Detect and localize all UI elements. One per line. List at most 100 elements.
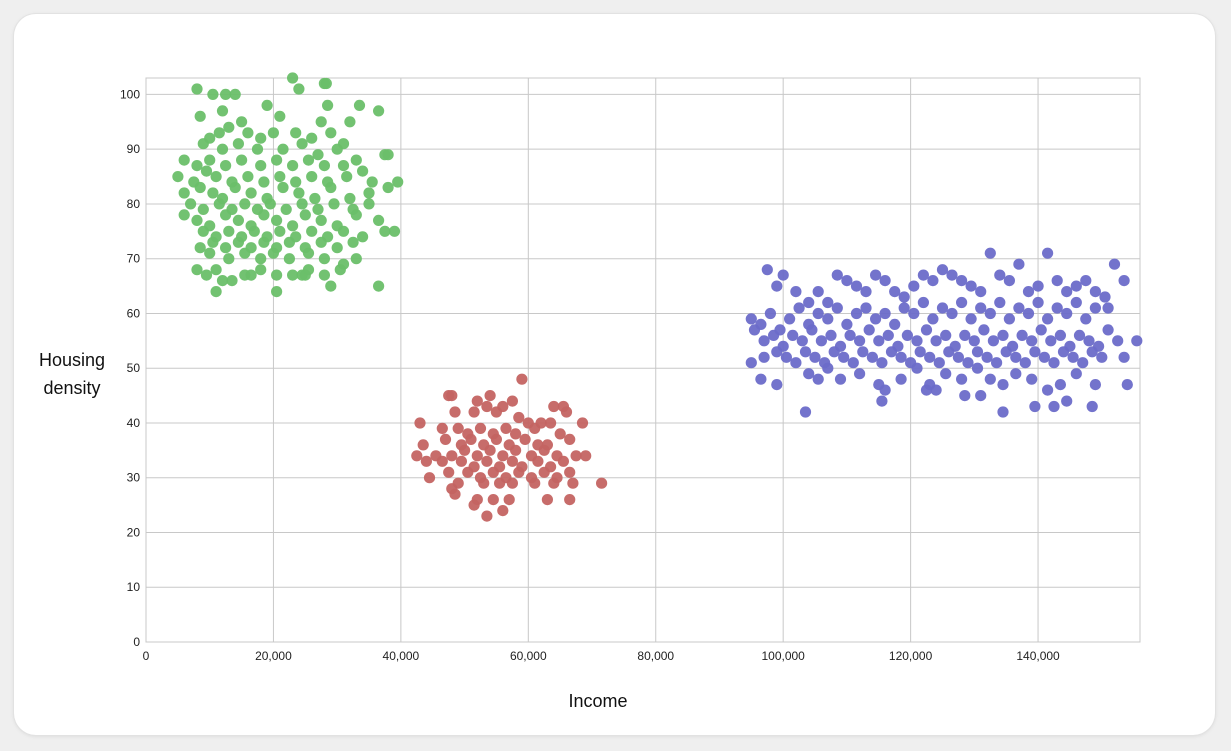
data-point (545, 417, 557, 429)
data-point (834, 373, 847, 385)
data-point (1061, 286, 1073, 298)
data-point (570, 450, 582, 462)
data-point (255, 132, 267, 144)
data-point (822, 313, 834, 325)
data-point (232, 214, 244, 226)
data-point (287, 220, 299, 232)
data-point (975, 302, 987, 314)
data-point (1102, 302, 1114, 314)
data-point (200, 165, 213, 177)
data-point (1083, 335, 1095, 347)
data-point (882, 329, 894, 341)
data-point (350, 154, 362, 166)
data-point (267, 247, 279, 259)
data-point (373, 280, 385, 292)
data-point (510, 428, 522, 440)
data-point (1042, 384, 1054, 396)
data-point (271, 286, 283, 298)
data-point (538, 444, 550, 456)
data-point (468, 499, 480, 511)
data-point (898, 291, 910, 303)
y-tick-label: 90 (127, 142, 141, 156)
data-point (229, 181, 241, 194)
data-point (898, 302, 910, 314)
data-point (497, 450, 509, 462)
data-point (1102, 324, 1114, 336)
data-point (363, 198, 375, 210)
data-point (312, 203, 324, 215)
data-point (226, 275, 238, 287)
data-point (315, 236, 327, 248)
data-point (519, 433, 531, 445)
data-point (1019, 357, 1031, 369)
data-point (876, 357, 888, 369)
data-point (748, 324, 761, 336)
scatter-chart: 0 20,000 40,000 60,000 80,000 100,000 120,000 1… (39, 72, 1143, 711)
data-point (971, 346, 984, 358)
data-point (449, 406, 461, 418)
data-point (784, 313, 796, 325)
data-point (838, 351, 850, 363)
data-point (879, 384, 891, 396)
data-point (1022, 286, 1035, 298)
data-point (984, 307, 996, 320)
data-point (344, 192, 356, 205)
data-point (768, 329, 780, 341)
data-point (844, 329, 856, 341)
data-point (1070, 296, 1082, 309)
data-point (299, 209, 311, 221)
data-point (350, 253, 362, 265)
data-point (331, 242, 343, 254)
y-tick-label: 0 (133, 635, 140, 649)
x-axis-title: Income (568, 691, 627, 711)
data-point (510, 444, 522, 456)
data-point (567, 477, 579, 489)
data-point (758, 335, 770, 347)
data-point (283, 253, 295, 265)
data-point (596, 477, 608, 489)
data-point (239, 198, 251, 210)
data-point (987, 335, 1000, 347)
data-point (315, 116, 327, 128)
data-point (548, 477, 560, 489)
data-point (443, 466, 455, 478)
data-point (392, 176, 404, 188)
data-point (220, 160, 232, 172)
data-point (1010, 368, 1022, 380)
data-point (296, 138, 308, 150)
data-point (474, 422, 487, 434)
data-point (943, 346, 955, 358)
data-point (207, 236, 219, 248)
data-point (952, 351, 965, 363)
data-point (968, 335, 980, 347)
data-point (417, 439, 429, 451)
data-point (538, 466, 550, 478)
data-point (455, 455, 467, 467)
data-point (465, 433, 477, 445)
x-tick-label: 40,000 (383, 649, 420, 663)
data-point (1035, 324, 1047, 336)
data-point (927, 313, 939, 325)
data-point (382, 149, 394, 161)
data-point (258, 176, 270, 188)
data-point (251, 143, 264, 155)
x-tick-label: 60,000 (510, 649, 547, 663)
data-point (439, 433, 452, 445)
data-point (806, 324, 818, 336)
data-point (1013, 258, 1025, 270)
data-point (487, 494, 499, 506)
data-point (373, 105, 385, 117)
data-point (255, 264, 267, 276)
data-point (796, 335, 808, 347)
data-point (885, 346, 898, 358)
data-point (1051, 275, 1063, 287)
data-point (1073, 329, 1086, 341)
data-point (1048, 400, 1060, 413)
data-point (564, 433, 576, 445)
data-point (287, 269, 299, 281)
data-point (812, 307, 824, 320)
data-point (1089, 302, 1101, 314)
data-points (172, 72, 1143, 522)
data-point (799, 406, 812, 418)
data-point (1010, 351, 1022, 363)
